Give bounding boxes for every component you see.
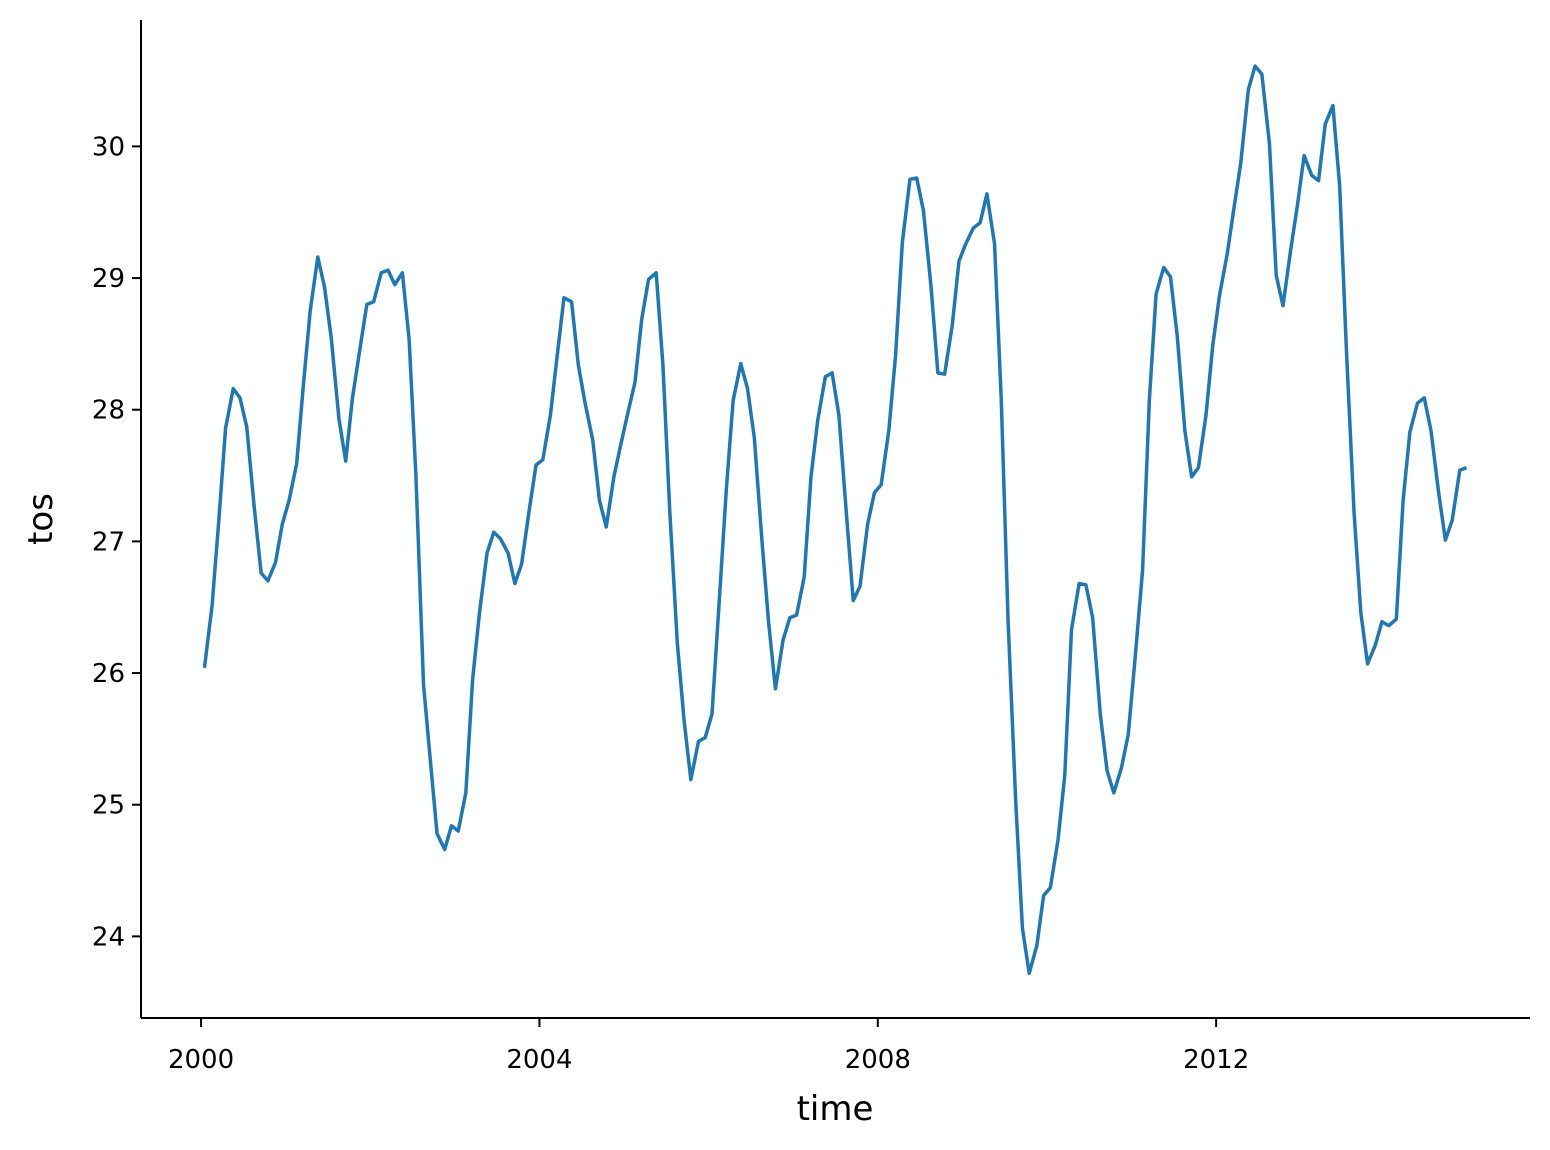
data-line bbox=[202, 64, 1468, 975]
y-tick-label: 27 bbox=[92, 527, 125, 557]
y-tick-label: 29 bbox=[92, 264, 125, 294]
x-tick-label: 2008 bbox=[845, 1045, 911, 1075]
x-tick-label: 2012 bbox=[1183, 1045, 1249, 1075]
y-tick-label: 28 bbox=[92, 396, 125, 426]
y-tick-label: 25 bbox=[92, 791, 125, 821]
y-tick-label: 30 bbox=[92, 132, 125, 162]
y-tick-label: 26 bbox=[92, 659, 125, 689]
x-tick-label: 2000 bbox=[168, 1045, 234, 1075]
y-axis-label: tos bbox=[21, 493, 61, 545]
x-tick-label: 2004 bbox=[506, 1045, 572, 1075]
y-tick-label: 24 bbox=[92, 922, 125, 952]
x-axis-label: time bbox=[797, 1089, 874, 1129]
